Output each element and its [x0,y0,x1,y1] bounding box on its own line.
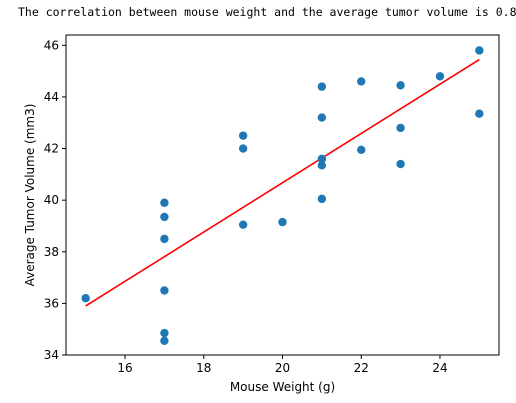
data-point [317,194,327,204]
data-point [396,159,405,169]
correlation-output-text: The correlation between mouse weight and… [18,5,516,19]
data-point [278,217,287,227]
data-point [160,198,169,207]
data-point [396,81,405,90]
y-tick-label: 34 [44,348,59,362]
data-point [317,82,327,91]
x-tick-label: 18 [196,361,211,375]
data-point [475,109,484,118]
y-tick-label: 44 [44,90,59,104]
data-point [160,328,169,338]
plot-area-frame [65,34,500,356]
x-tick-label: 24 [432,361,447,375]
data-point [160,212,169,222]
data-point [238,144,248,153]
x-axis-title: Mouse Weight (g) [230,380,335,394]
data-point [160,234,169,244]
y-ticks-layer: 34 36 38 40 42 44 46 [44,38,66,362]
data-point [435,72,445,81]
data-point [475,46,484,55]
data-point [238,220,248,229]
regression-line [85,58,480,307]
data-point [396,123,405,133]
data-point [357,145,366,155]
data-point [238,131,248,140]
y-tick-label: 40 [44,193,59,207]
y-axis-title: Average Tumor Volume (mm3) [23,104,37,287]
data-point [317,161,327,170]
x-ticks-layer: 16 18 20 22 24 [117,355,448,375]
x-tick-label: 20 [275,361,290,375]
regression-layer [85,58,480,307]
data-point [317,154,327,164]
data-point [81,294,90,303]
data-point [317,113,327,122]
data-point [160,286,169,295]
y-tick-label: 36 [44,296,59,310]
y-tick-label: 42 [44,142,59,156]
y-tick-label: 38 [44,245,59,259]
y-tick-label: 46 [44,38,59,52]
x-tick-label: 16 [117,361,132,375]
x-tick-label: 22 [354,361,369,375]
data-point [357,77,366,86]
points-layer [81,46,484,346]
data-point [160,336,169,346]
